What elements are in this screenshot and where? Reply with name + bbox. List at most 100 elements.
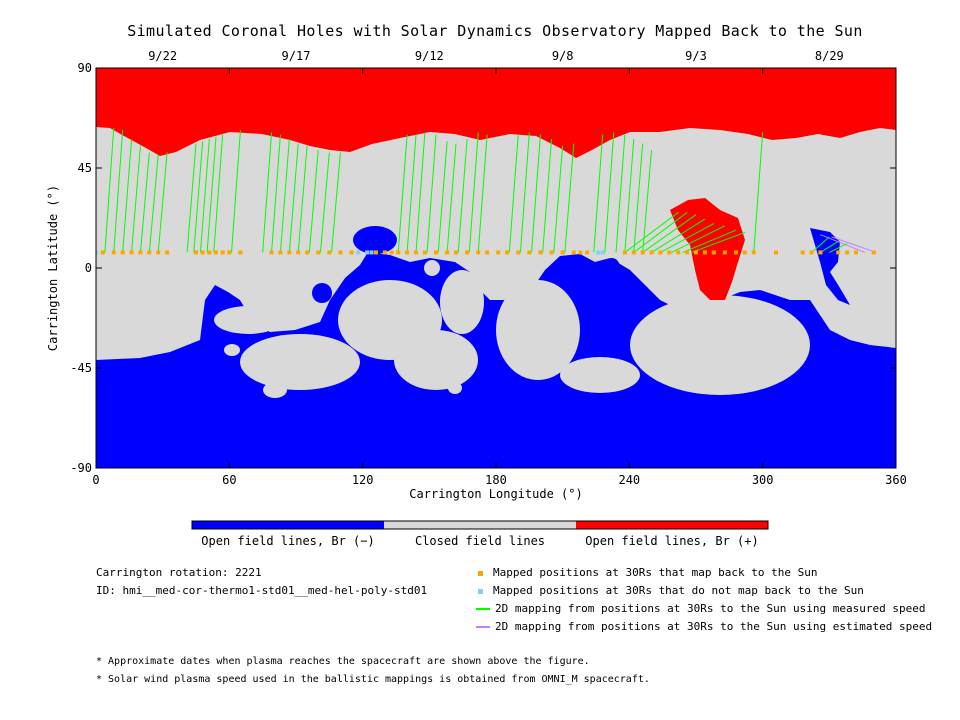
closed-island bbox=[630, 295, 810, 395]
mapped-back-marker bbox=[631, 250, 636, 255]
mapped-back-marker bbox=[818, 250, 823, 255]
measured-speed-trace bbox=[446, 143, 457, 253]
measured-speed-trace bbox=[660, 223, 715, 253]
footnote-dates: * Approximate dates when plasma reaches … bbox=[96, 656, 590, 667]
mapped-back-marker bbox=[287, 250, 292, 255]
mapped-back-marker bbox=[414, 250, 418, 255]
mapped-back-marker bbox=[156, 250, 161, 255]
mapped-back-marker bbox=[711, 250, 716, 255]
mapped-back-marker bbox=[349, 250, 354, 255]
mapped-back-marker bbox=[667, 250, 672, 255]
estimated-speed-trace bbox=[831, 236, 877, 253]
closed-island bbox=[214, 306, 282, 334]
measured-speed-trace bbox=[671, 225, 726, 253]
colorbar-segment-positive bbox=[576, 521, 768, 529]
y-tick-label: 45 bbox=[78, 161, 92, 175]
measured-speed-trace bbox=[691, 231, 746, 253]
mapped-back-marker bbox=[549, 250, 554, 255]
measured-speed-trace bbox=[297, 145, 308, 253]
mapped-back-marker bbox=[305, 250, 310, 255]
x-tick-label: 120 bbox=[352, 473, 374, 487]
measured-speed-trace bbox=[122, 139, 133, 253]
colorbar-frame bbox=[191, 520, 769, 530]
legend-item-mapped-back: Mapped positions at 30Rs that map back t… bbox=[478, 566, 818, 579]
mapped-back-marker bbox=[100, 250, 105, 255]
closed-island bbox=[560, 357, 640, 393]
open-negative-patch bbox=[312, 283, 332, 303]
measured-speed-trace bbox=[542, 139, 553, 253]
mapped-back-marker bbox=[220, 250, 225, 255]
measured-speed-trace bbox=[426, 134, 437, 253]
measured-speed-trace bbox=[213, 134, 224, 253]
mapped-back-marker bbox=[278, 250, 283, 255]
x-tick-label: 360 bbox=[885, 473, 907, 487]
mapped-back-marker bbox=[200, 250, 205, 255]
measured-speed-trace bbox=[508, 134, 519, 253]
mapped-back-marker bbox=[854, 250, 858, 255]
measured-speed-trace bbox=[477, 134, 488, 253]
open-positive-region-north bbox=[96, 68, 896, 158]
mapped-back-marker bbox=[516, 250, 521, 255]
measured-speed-trace bbox=[231, 130, 241, 253]
top-date-label: 9/12 bbox=[415, 49, 444, 63]
mapped-back-marker bbox=[809, 250, 814, 255]
measured-speed-trace bbox=[468, 132, 479, 253]
mapped-back-marker bbox=[640, 250, 645, 255]
x-tick-label: 300 bbox=[752, 473, 774, 487]
y-axis-label: Carrington Latitude (°) bbox=[46, 185, 60, 351]
measured-speed-trace bbox=[104, 127, 115, 253]
measured-speed-trace bbox=[157, 152, 168, 253]
measured-speed-trace bbox=[199, 139, 210, 253]
not-mapped-marker bbox=[356, 250, 361, 255]
measured-speed-trace bbox=[131, 145, 141, 253]
mapped-back-marker bbox=[389, 250, 394, 255]
x-tick-label: 60 bbox=[222, 473, 236, 487]
mapped-back-marker bbox=[434, 250, 438, 255]
measured-speed-trace bbox=[593, 134, 604, 253]
y-tick-label: 0 bbox=[85, 261, 92, 275]
mapped-back-marker bbox=[578, 250, 583, 255]
y-tick-label: -90 bbox=[70, 461, 92, 475]
measured-speed-trace bbox=[186, 143, 197, 253]
mapped-back-marker bbox=[560, 250, 565, 255]
mapped-back-marker bbox=[622, 250, 627, 255]
legend-swatch-green-line bbox=[476, 608, 490, 610]
measured-speed-trace bbox=[531, 134, 541, 253]
measured-speed-trace bbox=[519, 132, 530, 253]
measured-speed-trace bbox=[615, 134, 626, 253]
x-tick-label: 0 bbox=[92, 473, 99, 487]
top-date-labels: 9/22 9/17 9/12 9/8 9/3 8/29 bbox=[148, 49, 844, 63]
measured-speed-trace bbox=[829, 243, 848, 253]
measured-speed-trace bbox=[624, 212, 679, 253]
measured-speed-trace bbox=[319, 152, 330, 253]
measured-speed-trace bbox=[820, 240, 839, 253]
closed-island bbox=[440, 270, 484, 334]
mapped-markers bbox=[96, 250, 876, 255]
colorbar-label-closed: Closed field lines bbox=[415, 534, 545, 548]
mapped-back-marker bbox=[207, 250, 212, 255]
closed-island bbox=[224, 344, 240, 356]
mapped-back-marker bbox=[138, 250, 143, 255]
model-id: ID: hmi__med-cor-thermo1-std01__med-hel-… bbox=[96, 584, 428, 597]
not-mapped-marker bbox=[365, 250, 370, 255]
measured-speed-trace bbox=[564, 143, 575, 253]
top-date-label: 9/22 bbox=[148, 49, 177, 63]
top-date-label: 9/3 bbox=[685, 49, 707, 63]
measured-speed-trace bbox=[553, 145, 564, 253]
mapped-back-marker bbox=[338, 250, 343, 255]
mapped-back-marker bbox=[111, 250, 116, 255]
mapped-back-marker bbox=[845, 250, 850, 255]
axes: 0 60 120 180 240 300 360 -90 -45 0 45 90 bbox=[70, 61, 907, 487]
measured-speed-trace bbox=[279, 139, 290, 253]
not-mapped-marker bbox=[600, 250, 605, 255]
colorbar-label-negative: Open field lines, Br (−) bbox=[201, 534, 374, 548]
mapped-back-marker bbox=[694, 250, 698, 255]
measured-speed-trace bbox=[604, 132, 615, 253]
mapped-back-marker bbox=[238, 250, 243, 255]
legend-label: 2D mapping from positions at 30Rs to the… bbox=[495, 620, 933, 633]
mapped-back-marker bbox=[405, 250, 410, 255]
mapped-back-marker bbox=[194, 250, 198, 255]
not-mapped-marker bbox=[96, 250, 98, 255]
measured-speed-trace bbox=[633, 212, 688, 253]
colorbar: Open field lines, Br (−) Closed field li… bbox=[191, 520, 769, 548]
